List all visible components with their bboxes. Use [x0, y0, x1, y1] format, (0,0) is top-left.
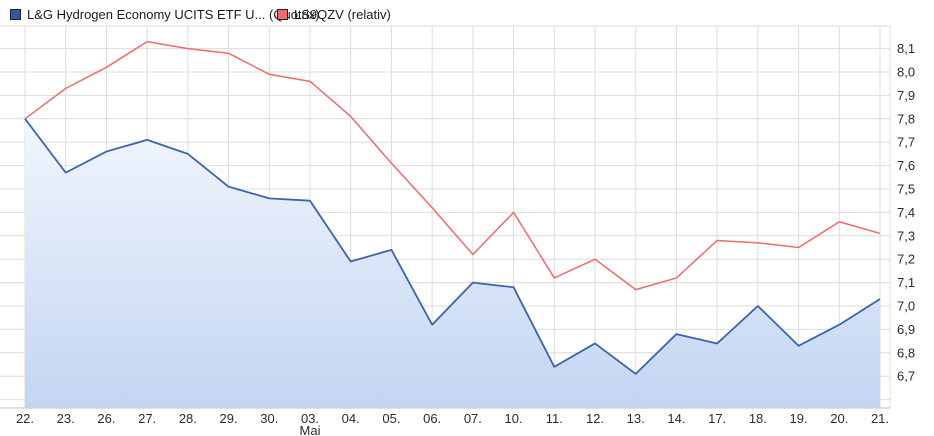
x-axis-tick-label: 07. — [464, 411, 482, 426]
x-axis-tick-label: 19. — [790, 411, 808, 426]
x-axis-tick-label: 18. — [749, 411, 767, 426]
y-axis-tick-label: 8,1 — [897, 41, 915, 56]
y-axis-tick-label: 7,1 — [897, 275, 915, 290]
y-axis-tick-label: 6,9 — [897, 322, 915, 337]
legend-label-ls9qzv: LS9QZV (relativ) — [294, 7, 391, 22]
etf-area-fill — [25, 118, 880, 409]
chart-legend: L&G Hydrogen Economy UCITS ETF U... (Quo… — [0, 0, 934, 26]
x-axis-tick-label: 23. — [57, 411, 75, 426]
y-axis-tick-label: 7,9 — [897, 88, 915, 103]
x-axis-tick-label: 06. — [423, 411, 441, 426]
y-axis-tick-label: 6,7 — [897, 369, 915, 384]
x-axis-tick-label: 22. — [16, 411, 34, 426]
legend-item-ls9qzv[interactable]: LS9QZV (relativ) — [277, 7, 391, 22]
y-axis-tick-label: 7,4 — [897, 205, 915, 220]
red-series-marker-icon — [277, 9, 288, 20]
y-axis-tick-label: 7,7 — [897, 135, 915, 150]
blue-series-marker-icon — [10, 9, 21, 20]
y-axis-tick-label: 7,8 — [897, 111, 915, 126]
legend-item-etf[interactable]: L&G Hydrogen Economy UCITS ETF U... (Quo… — [10, 7, 320, 22]
x-axis-tick-label: 10. — [505, 411, 523, 426]
etf-line-series — [24, 118, 881, 375]
x-axis-tick-label: 12. — [586, 411, 604, 426]
x-axis-month-label: Mai — [300, 423, 321, 436]
ls9qzv-line-series — [24, 40, 881, 291]
y-axis-tick-label: 8,0 — [897, 65, 915, 80]
x-axis-tick-label: 05. — [382, 411, 400, 426]
legend-label-etf: L&G Hydrogen Economy UCITS ETF U... (Quo… — [27, 7, 320, 22]
x-axis-tick-label: 20. — [830, 411, 848, 426]
x-axis-tick-label: 27. — [138, 411, 156, 426]
x-axis-tick-label: 28. — [179, 411, 197, 426]
x-axis-tick-label: 03. — [301, 411, 319, 426]
x-axis-tick-label: 14. — [667, 411, 685, 426]
x-axis-tick-label: 29. — [220, 411, 238, 426]
x-axis-tick-label: 11. — [546, 411, 563, 426]
y-axis-tick-label: 7,2 — [897, 252, 915, 267]
y-axis-tick-label: 6,8 — [897, 345, 915, 360]
y-axis-tick-label: 7,6 — [897, 158, 915, 173]
y-axis-tick-label: 7,3 — [897, 228, 915, 243]
x-axis-tick-label: 13. — [627, 411, 645, 426]
y-axis-tick-label: 7,0 — [897, 299, 915, 314]
y-axis-tick-label: 7,5 — [897, 182, 915, 197]
x-axis-tick-label: 17. — [708, 411, 726, 426]
x-axis-tick-label: 04. — [342, 411, 360, 426]
x-axis-tick-label: 21. — [871, 411, 889, 426]
x-axis-tick-label: 30. — [260, 411, 278, 426]
x-axis-tick-label: 26. — [97, 411, 115, 426]
